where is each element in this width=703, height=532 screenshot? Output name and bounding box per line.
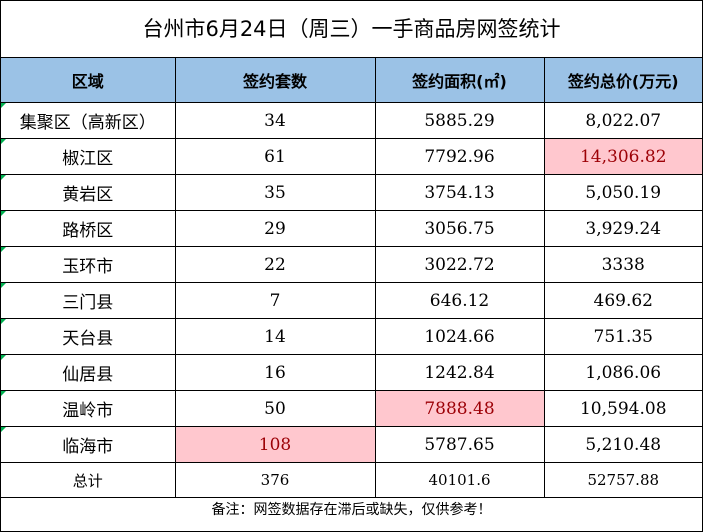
region-cell: 天台县	[1, 318, 176, 355]
price-cell-highlight: 14,306.82	[543, 138, 702, 175]
price-cell: 3,929.24	[543, 210, 702, 247]
header-price: 签约总价(万元)	[543, 58, 702, 103]
units-cell: 14	[174, 318, 376, 355]
units-cell: 34	[174, 102, 376, 139]
price-cell: 5,050.19	[543, 174, 702, 211]
header-units: 签约套数	[174, 58, 376, 103]
region-cell: 黄岩区	[1, 174, 176, 211]
area-cell: 3754.13	[374, 174, 545, 211]
units-cell-highlight: 108	[174, 426, 376, 463]
table-row: 集聚区（高新区） 34 5885.29 8,022.07	[1, 102, 702, 139]
header-row: 区域 签约套数 签约面积(㎡) 签约总价(万元)	[1, 58, 702, 103]
area-cell: 1242.84	[374, 354, 545, 391]
sales-table: 区域 签约套数 签约面积(㎡) 签约总价(万元) 集聚区（高新区） 34 588…	[1, 58, 702, 498]
area-cell: 1024.66	[374, 318, 545, 355]
region-cell: 温岭市	[1, 390, 176, 427]
units-cell: 16	[174, 354, 376, 391]
region-cell: 玉环市	[1, 246, 176, 283]
region-cell: 集聚区（高新区）	[1, 102, 176, 139]
units-cell: 61	[174, 138, 376, 175]
table-row: 黄岩区 35 3754.13 5,050.19	[1, 174, 702, 211]
table-row: 路桥区 29 3056.75 3,929.24	[1, 210, 702, 247]
area-cell: 3056.75	[374, 210, 545, 247]
table-row: 临海市 108 5787.65 5,210.48	[1, 426, 702, 463]
area-cell: 646.12	[374, 282, 545, 319]
units-cell: 7	[174, 282, 376, 319]
region-cell: 临海市	[1, 426, 176, 463]
units-cell: 29	[174, 210, 376, 247]
region-cell: 路桥区	[1, 210, 176, 247]
table-row: 玉环市 22 3022.72 3338	[1, 246, 702, 283]
price-cell: 1,086.06	[543, 354, 702, 391]
table-row: 椒江区 61 7792.96 14,306.82	[1, 138, 702, 175]
table-row: 温岭市 50 7888.48 10,594.08	[1, 390, 702, 427]
area-cell: 3022.72	[374, 246, 545, 283]
table-row: 三门县 7 646.12 469.62	[1, 282, 702, 319]
total-area: 40101.6	[374, 462, 545, 498]
price-cell: 3338	[543, 246, 702, 283]
footer-note: 备注：网签数据存在滞后或缺失，仅供参考！	[211, 502, 492, 518]
total-price: 52757.88	[543, 462, 702, 498]
region-cell: 仙居县	[1, 354, 176, 391]
sheet-title: 台州市6月24日（周三）一手商品房网签统计	[1, 1, 702, 58]
region-cell: 三门县	[1, 282, 176, 319]
total-units: 376	[174, 462, 376, 498]
header-region: 区域	[1, 58, 176, 103]
area-cell: 5787.65	[374, 426, 545, 463]
price-cell: 5,210.48	[543, 426, 702, 463]
area-cell: 7792.96	[374, 138, 545, 175]
price-cell: 469.62	[543, 282, 702, 319]
price-cell: 8,022.07	[543, 102, 702, 139]
region-cell: 椒江区	[1, 138, 176, 175]
area-cell: 5885.29	[374, 102, 545, 139]
price-cell: 10,594.08	[543, 390, 702, 427]
table-row: 天台县 14 1024.66 751.35	[1, 318, 702, 355]
price-cell: 751.35	[543, 318, 702, 355]
table-row: 仙居县 16 1242.84 1,086.06	[1, 354, 702, 391]
units-cell: 22	[174, 246, 376, 283]
units-cell: 35	[174, 174, 376, 211]
total-row: 总计 376 40101.6 52757.88	[1, 462, 702, 498]
total-label: 总计	[1, 462, 176, 498]
area-cell-highlight: 7888.48	[374, 390, 545, 427]
header-area: 签约面积(㎡)	[374, 58, 545, 103]
units-cell: 50	[174, 390, 376, 427]
